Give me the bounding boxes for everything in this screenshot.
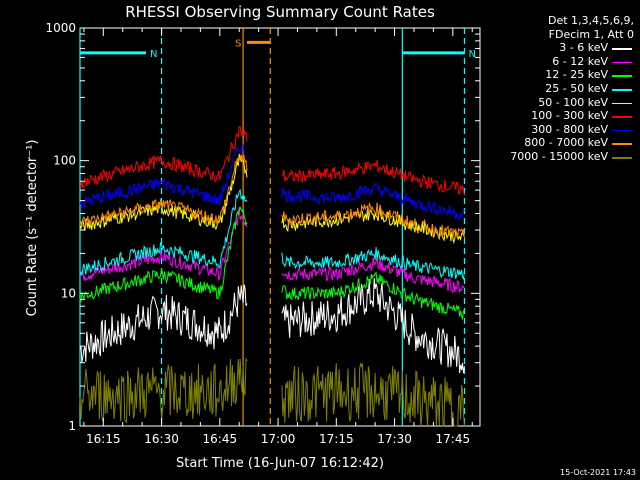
legend-swatch [612, 129, 632, 132]
x-tick-label: 16:30 [144, 432, 179, 446]
series-line-5 [79, 125, 248, 189]
x-tick-label: 16:15 [86, 432, 121, 446]
chart-title: RHESSI Observing Summary Count Rates [125, 3, 435, 21]
x-tick-label: 17:15 [319, 432, 354, 446]
series-line-1 [281, 257, 465, 294]
axis-ticks: 16:15 16:30 16:45 17:00 17:15 17:30 17:45 1 10 10… [45, 21, 480, 446]
legend-entry-label: 7000 - 15000 keV [510, 149, 608, 163]
legend-entry-label: 12 - 25 keV [545, 68, 608, 82]
series-line-5 [281, 159, 465, 196]
y-tick-label: 1000 [45, 21, 76, 35]
legend-entry-label: 25 - 50 keV [545, 81, 608, 95]
series-line-2 [79, 205, 248, 303]
series-line-6 [79, 144, 248, 210]
legend-swatch [612, 61, 632, 64]
series-line-6 [281, 182, 465, 222]
flag-label: S [235, 38, 241, 49]
x-tick-label: 16:45 [203, 432, 238, 446]
flag-label: N [468, 49, 475, 60]
series-line-4 [79, 152, 248, 231]
x-tick-label: 17:00 [261, 432, 296, 446]
legend-header-line-1: Det 1,3,4,5,6,9, [547, 14, 634, 27]
series-line-3 [79, 188, 248, 276]
series-line-8 [79, 357, 248, 424]
series-line-3 [281, 247, 465, 281]
legend-entry-label: 3 - 6 keV [559, 41, 608, 55]
flag-bars: N N S [80, 38, 476, 60]
legend-header-line-2: FDecim 1, Att 0 [548, 27, 634, 41]
plot-frame [79, 27, 481, 427]
legend-entry-label: 100 - 300 keV [531, 109, 608, 123]
x-tick-label: 17:45 [436, 432, 471, 446]
series-line-8 [281, 361, 465, 428]
legend-entry: 25 - 50 keV [484, 82, 634, 96]
legend-entry: 3 - 6 keV [484, 41, 634, 55]
legend-swatch [612, 88, 632, 91]
legend-swatch [612, 116, 632, 118]
flag-label: N [150, 49, 157, 60]
legend-entry: 7000 - 15000 keV [484, 150, 634, 164]
legend-entry: 300 - 800 keV [484, 123, 634, 137]
series-line-0 [281, 278, 465, 374]
series-line-2 [281, 271, 465, 321]
y-tick-label: 1 [68, 419, 76, 433]
series-line-7 [281, 201, 465, 241]
series-line-0 [79, 284, 248, 363]
y-tick-label: 10 [61, 286, 76, 300]
legend-swatch [612, 102, 632, 105]
series-line-7 [79, 152, 248, 228]
legend-entry: 6 - 12 keV [484, 55, 634, 69]
legend-swatch [612, 156, 632, 159]
legend-entry-label: 300 - 800 keV [531, 122, 608, 136]
legend-entry: 800 - 7000 keV [484, 136, 634, 150]
legend-entry: 12 - 25 keV [484, 68, 634, 82]
time-markers [79, 28, 466, 426]
legend-entry: 100 - 300 keV [484, 109, 634, 123]
x-axis-label: Start Time (16-Jun-07 16:12:42) [176, 456, 384, 471]
x-tick-label: 17:30 [377, 432, 412, 446]
footer-timestamp: 15-Oct-2021 17:43 [560, 468, 636, 477]
legend-swatch [612, 143, 632, 145]
legend-entry: 50 - 100 keV [484, 96, 634, 110]
legend-entry-label: 6 - 12 keV [552, 54, 608, 68]
legend-entry-label: 800 - 7000 keV [524, 136, 608, 150]
legend-entry-label: 50 - 100 keV [538, 95, 608, 109]
series-layer [79, 125, 465, 428]
legend: Det 1,3,4,5,6,9, FDecim 1, Att 0 3 - 6 k… [484, 14, 634, 164]
legend-swatch [612, 48, 632, 50]
y-axis-label: Count Rate (s⁻¹ detector⁻¹) [25, 140, 40, 317]
legend-swatch [612, 75, 632, 77]
y-tick-label: 100 [53, 154, 76, 168]
